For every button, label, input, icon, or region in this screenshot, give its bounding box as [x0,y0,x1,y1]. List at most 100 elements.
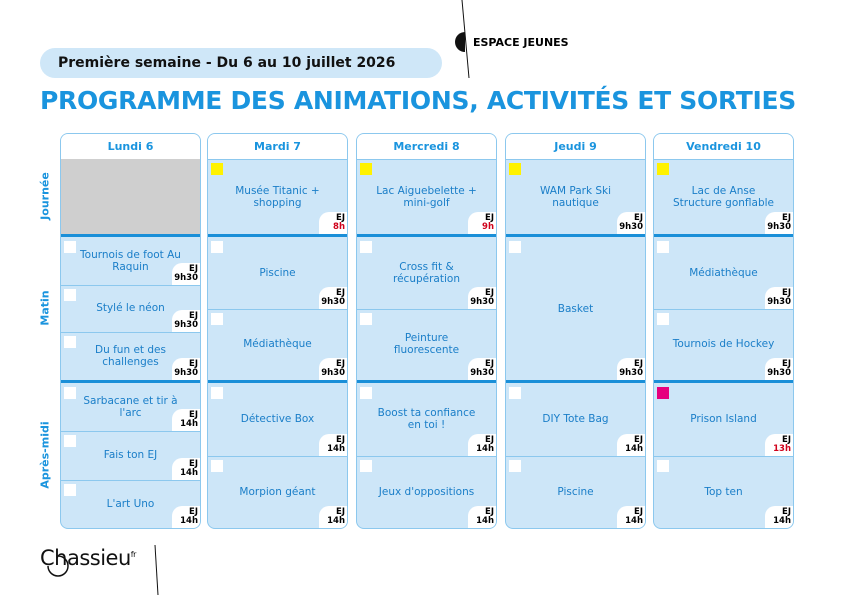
activity-marker [64,336,76,349]
activity-info: EJ 9h [468,212,496,234]
activity-info: EJ 14h [468,506,496,528]
activity-info: EJ 13h [765,433,793,456]
period-separator [61,380,200,383]
activity-place: EJ [782,287,791,298]
activity-label: Du fun et des challenges [95,344,166,369]
activity-label: Basket [557,302,594,315]
day-column: Mardi 7 Musée Titanic + shopping EJ 8h Pisci… [207,133,348,529]
activity: Peinture fluorescente EJ 9h30 [357,309,496,380]
period-separator [61,234,200,237]
activity-place: EJ [782,213,791,223]
activity-marker [360,163,372,175]
empty-slot [61,159,200,235]
activity-marker [64,483,76,496]
activity-marker [360,241,372,253]
activity-time: 14h [180,419,198,430]
activity-place: EJ [634,507,643,517]
activity: Tournois de foot Au Raquin EJ 9h30 [61,237,200,286]
brand: ESPACE JEUNES [473,36,569,49]
activity-marker [509,163,521,175]
activity: WAM Park Ski nautique EJ 9h30 [506,159,645,234]
activity: Stylé le néon EJ 9h30 [61,285,200,334]
activity-info: EJ 9h30 [468,286,496,309]
activity-place: EJ [336,434,345,445]
day-header: Mardi 7 [208,134,347,160]
activity-info: EJ 14h [319,506,347,528]
activity: Top ten EJ 14h [654,456,793,528]
activity-place: EJ [336,213,345,223]
activity-marker [211,387,223,399]
activity: Morpion géant EJ 14h [208,456,347,528]
activity-label: Prison Island [690,413,757,426]
activity-marker [657,387,669,399]
activity-label: Cross fit & récupération [393,260,460,285]
activity-time: 14h [180,515,198,526]
activity-marker [64,241,76,253]
activity-label: Boost ta confiance en toi ! [377,407,476,432]
activity-info: EJ 8h [319,212,347,234]
period-separator [654,234,793,237]
logo-suffix: fr [130,550,137,559]
day-column: Lundi 6 Tournois de foot Au Raquin EJ 9h30 S… [60,133,201,529]
activity-marker [509,459,521,472]
activity-label: Morpion géant [239,485,316,498]
activity-place: EJ [336,507,345,517]
activity-marker [657,241,669,253]
activity: Lac Aiguebelette + mini-golf EJ 9h [357,159,496,234]
activity-label: Piscine [557,485,594,498]
activity-place: EJ [189,311,198,322]
activity-marker [360,312,372,325]
activity-label: Piscine [259,266,296,279]
day-column: Jeudi 9 WAM Park Ski nautique EJ 9h30 Basket… [505,133,646,529]
activity-info: EJ 9h30 [172,357,200,380]
activity-time: 9h30 [174,320,198,331]
day-column: Vendredi 10 Lac de Anse Structure gonflab… [653,133,794,529]
day-column: Mercredi 8 Lac Aiguebelette + mini-golf EJ… [356,133,497,529]
activity-label: Musée Titanic + shopping [235,184,320,209]
activity-time: 9h30 [619,222,643,232]
activity-label: Sarbacane et tir à l'arc [83,395,178,420]
activity-info: EJ 9h30 [765,212,793,234]
activity-time: 9h30 [470,368,494,378]
activity: Tournois de Hockey EJ 9h30 [654,309,793,380]
activity-time: 9h30 [470,296,494,307]
activity-info: EJ 9h30 [319,286,347,309]
activity-info: EJ 14h [172,457,200,480]
activity-marker [657,163,669,175]
activity-time: 14h [180,467,198,478]
period-label: Après-midi [38,420,52,489]
activity-label: Tournois de foot Au Raquin [80,248,181,273]
activity-place: EJ [336,359,345,369]
activity-place: EJ [782,507,791,517]
day-header: Jeudi 9 [506,134,645,160]
activity-marker [211,312,223,325]
activity: Du fun et des challenges EJ 9h30 [61,332,200,380]
activity-info: EJ 14h [617,506,645,528]
activity-info: EJ 9h30 [765,286,793,309]
activity-time: 13h [773,443,791,454]
activity-time: 14h [773,516,791,526]
activity-time: 9h30 [767,222,791,232]
activity-marker [64,435,76,448]
activity-place: EJ [634,213,643,223]
activity-place: EJ [634,359,643,369]
period-separator [208,234,347,237]
activity-marker [360,387,372,399]
activity: Médiathèque EJ 9h30 [208,309,347,380]
activity-time: 9h30 [321,368,345,378]
activity-time: 9h30 [174,367,198,378]
activity-place: EJ [189,458,198,469]
activity-place: EJ [634,434,643,445]
activity-label: Lac Aiguebelette + mini-golf [376,184,477,209]
activity-label: Stylé le néon [96,302,165,315]
activity-label: Jeux d'oppositions [378,485,475,498]
activity-time: 14h [476,516,494,526]
activity-time: 8h [333,222,345,232]
activity-place: EJ [485,507,494,517]
activity: Prison Island EJ 13h [654,383,793,457]
activity-label: Fais ton EJ [103,449,158,462]
activity-marker [657,312,669,325]
activity-label: Médiathèque [689,266,758,279]
day-header: Lundi 6 [61,134,200,160]
